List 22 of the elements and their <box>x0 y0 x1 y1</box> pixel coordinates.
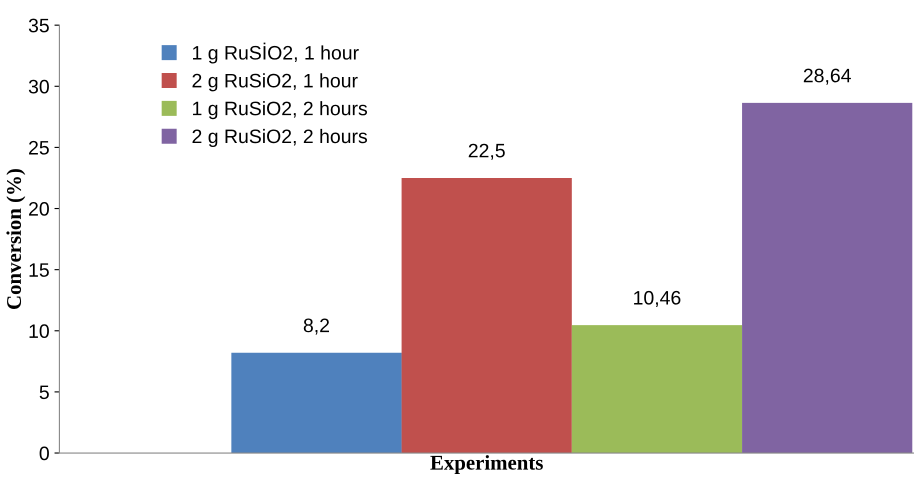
legend-label: 2 g RuSiO2, 1 hour <box>192 73 358 92</box>
bar <box>742 102 912 454</box>
y-tick-label: 10 <box>30 324 49 338</box>
y-tick-label: 35 <box>28 18 49 32</box>
data-label: 8,2 <box>304 318 330 335</box>
y-tick-label: 20 <box>29 202 49 216</box>
x-axis-title: Experiments <box>430 455 543 474</box>
data-label: 22,5 <box>468 144 505 160</box>
y-axis-title: Conversion (%) <box>6 169 26 309</box>
y-tick-label: 30 <box>28 80 49 94</box>
legend-label: 2 g RuSiO2, 2 hours <box>192 128 368 148</box>
y-tick-label: 15 <box>30 263 49 277</box>
data-label: 28,64 <box>804 68 851 85</box>
y-tick-label: 5 <box>40 386 49 400</box>
legend-label: 1 g RuSiO2, 2 hours <box>193 101 368 120</box>
bar <box>231 352 402 454</box>
bar <box>572 325 742 454</box>
legend-label: 1 g RuSİO2, 1 hour <box>193 42 359 64</box>
data-label: 10,46 <box>634 290 680 307</box>
y-tick-label: 25 <box>29 140 49 155</box>
y-tick-label: 0 <box>40 446 49 460</box>
bar <box>402 178 572 454</box>
